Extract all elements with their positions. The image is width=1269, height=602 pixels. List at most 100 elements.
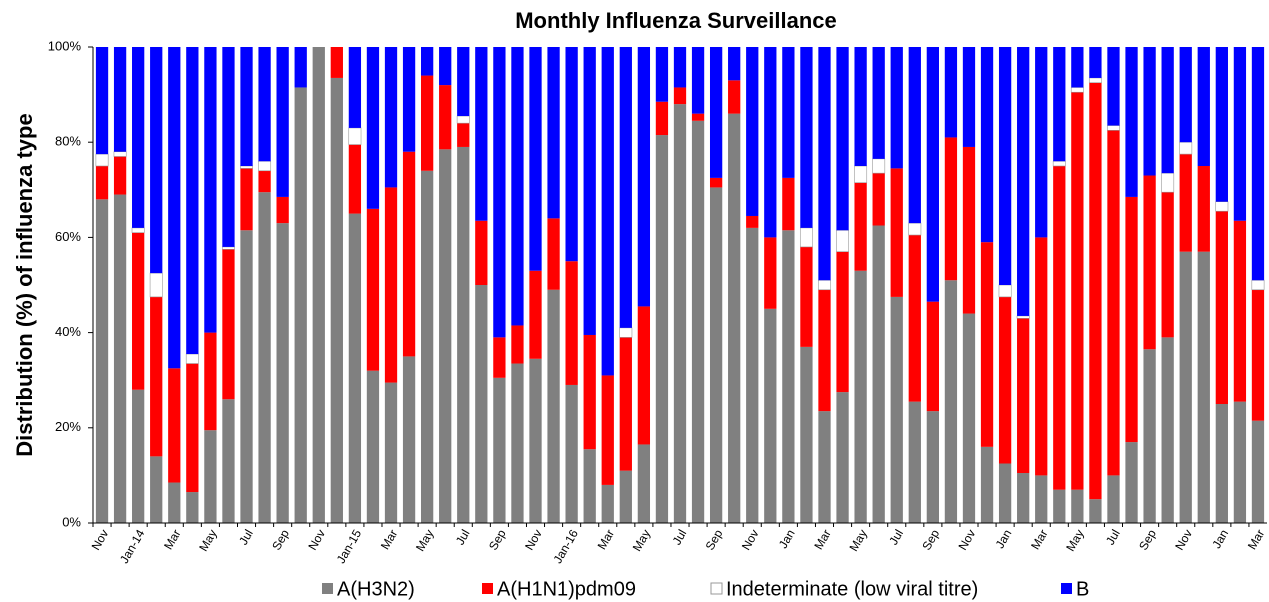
bar-segment [1179,47,1192,143]
bar-segment [493,377,506,523]
bar-segment [1251,420,1265,523]
y-tick-label: 80% [55,134,81,149]
bar-segment [908,222,922,236]
bar-segment [583,47,596,335]
bar-segment [1161,172,1175,193]
bar-segment [1143,175,1156,350]
bar-segment [1107,125,1120,131]
bar-segment [962,146,976,314]
bar-segment [1179,251,1192,523]
bar-segment [637,47,651,307]
bar-segment [511,325,524,364]
x-tick-label: May [196,527,219,554]
bar-segment [1071,92,1084,490]
bar-segment [402,151,416,357]
x-tick-label: Nov [305,527,328,552]
bar-segment [1179,141,1193,155]
x-tick-label: Nov [739,527,762,552]
bar-segment [420,47,434,76]
bar-segment [1161,192,1174,338]
bar-segment [493,47,506,338]
bar-segment [204,430,217,523]
bar-segment [1089,82,1102,500]
bar-segment [475,220,488,285]
bar-segment [240,47,253,166]
bar-segment [168,368,181,483]
bar-segment [1017,47,1030,316]
bar-segment [1035,47,1048,238]
bar-segment [1107,47,1120,126]
bar-segment [150,47,163,274]
bar-segment [818,411,831,523]
bar-segment [276,47,289,197]
bar-segment [1053,47,1066,162]
bar-segment [800,346,813,523]
bar-segment [854,47,867,166]
bar-segment [330,77,343,523]
bar-segment [872,47,885,159]
bar-segment [1215,47,1228,202]
bar-segment [818,47,831,281]
x-tick-label: Jul [886,527,906,547]
bar-segment [222,47,235,247]
x-tick-label: Jul [236,527,256,547]
bar-segment [384,382,398,523]
x-tick-label: Jul [1103,527,1123,547]
x-tick-label: Jan-14 [117,527,148,566]
bar-segment [565,384,578,523]
bar-segment [168,482,181,523]
bar-segment [998,296,1012,464]
bar-segment [547,218,560,290]
bar-segment [746,47,759,216]
bar-segment [926,411,940,523]
bar-segment [709,187,723,524]
bar-segment [872,225,885,523]
bar-segment [944,47,958,138]
bar-segment [1125,442,1138,523]
bar-segment [890,168,903,297]
bar-segment [673,104,687,524]
bar-segment [782,47,795,178]
legend-swatch [1061,583,1072,594]
bar-segment [962,47,976,147]
bar-segment [926,301,940,412]
bar-segment [420,170,434,523]
bar-segment [330,47,343,78]
bar-segment [1052,160,1066,167]
bar-segment [1251,289,1265,421]
bar-segment [998,47,1012,285]
bar-segment [95,199,109,523]
bar-segment [1197,47,1210,166]
legend-label: A(H3N2) [337,578,415,600]
bar-segment [1125,47,1138,197]
bar-segment [1089,47,1102,78]
bar-segment [601,484,614,523]
x-tick-label: Mar [378,527,400,552]
bar-segment [565,47,578,262]
x-tick-label: May [847,527,870,554]
y-tick-label: 0% [62,514,81,529]
y-axis-title: Distribution (%) of influenza type [12,113,37,456]
bar-segment [1233,401,1247,523]
x-tick-label: Jan [993,527,1015,551]
bar-segment [1107,130,1120,476]
bar-segment [1161,47,1174,174]
bar-segment [1035,237,1048,476]
bar-segment [691,47,705,114]
bar-segment [348,47,362,128]
bar-segment [872,173,885,226]
bar-segment [655,101,669,136]
bar-segment [258,47,271,162]
bar-segment [366,47,380,209]
bar-segment [240,230,253,523]
bar-segment [384,187,398,383]
bar-segment [836,251,849,393]
bar-segment [493,337,506,378]
bar-segment [836,47,849,231]
bar-segment [691,120,705,523]
bar-segment [1233,220,1247,402]
bar-segment [1143,47,1156,176]
bar-segment [799,227,813,248]
bar-segment [1215,211,1228,404]
bar-segment [854,270,867,523]
